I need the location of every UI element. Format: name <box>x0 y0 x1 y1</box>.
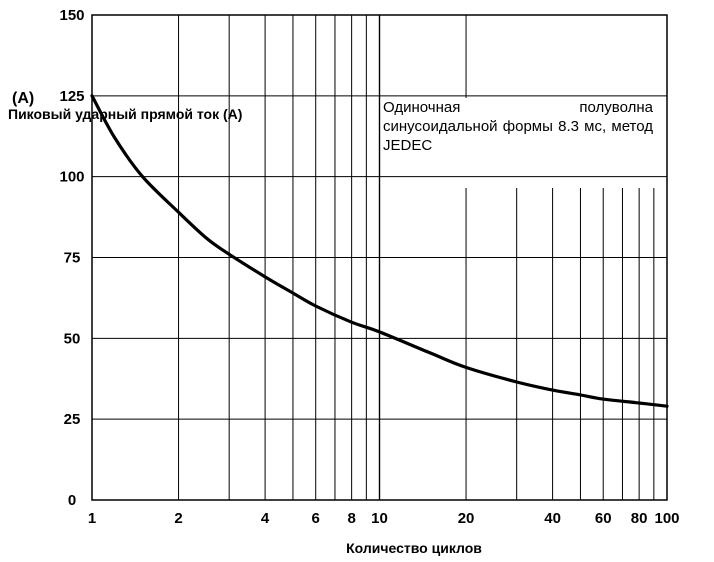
x-axis-label: Количество циклов <box>346 540 482 556</box>
y-tick-label: 75 <box>64 250 81 267</box>
x-tick-label: 100 <box>654 510 679 527</box>
x-tick-labels: 1 2 4 6 8 10 20 40 60 80 100 <box>88 510 680 527</box>
y-tick-label: 25 <box>64 411 81 428</box>
y-tick-label: 150 <box>59 7 84 24</box>
x-tick-label: 2 <box>174 510 182 527</box>
x-tick-label: 40 <box>544 510 561 527</box>
x-tick-label: 60 <box>595 510 612 527</box>
y-tick-labels: 0 25 50 75 100 125 150 <box>59 7 84 509</box>
surge-current-curve <box>90 94 669 408</box>
y-tick-label: 0 <box>68 492 76 509</box>
y-tick-label: 100 <box>59 169 84 186</box>
x-tick-label: 10 <box>371 510 388 527</box>
y-unit-label: (A) <box>12 90 34 107</box>
y-tick-label: 50 <box>64 330 81 347</box>
x-tick-label: 20 <box>458 510 475 527</box>
y-tick-label: 125 <box>59 88 84 105</box>
plot-frame <box>91 14 668 501</box>
y-axis-label: Пиковый ударный прямой ток (A) <box>8 106 242 122</box>
x-tick-label: 1 <box>88 510 96 527</box>
x-tick-label: 8 <box>347 510 355 527</box>
grid <box>92 15 667 500</box>
chart-annotation: Одиночная полуволна синусоидальной формы… <box>383 99 653 154</box>
x-tick-label: 80 <box>631 510 648 527</box>
x-tick-label: 4 <box>261 510 270 527</box>
x-tick-label: 6 <box>312 510 320 527</box>
